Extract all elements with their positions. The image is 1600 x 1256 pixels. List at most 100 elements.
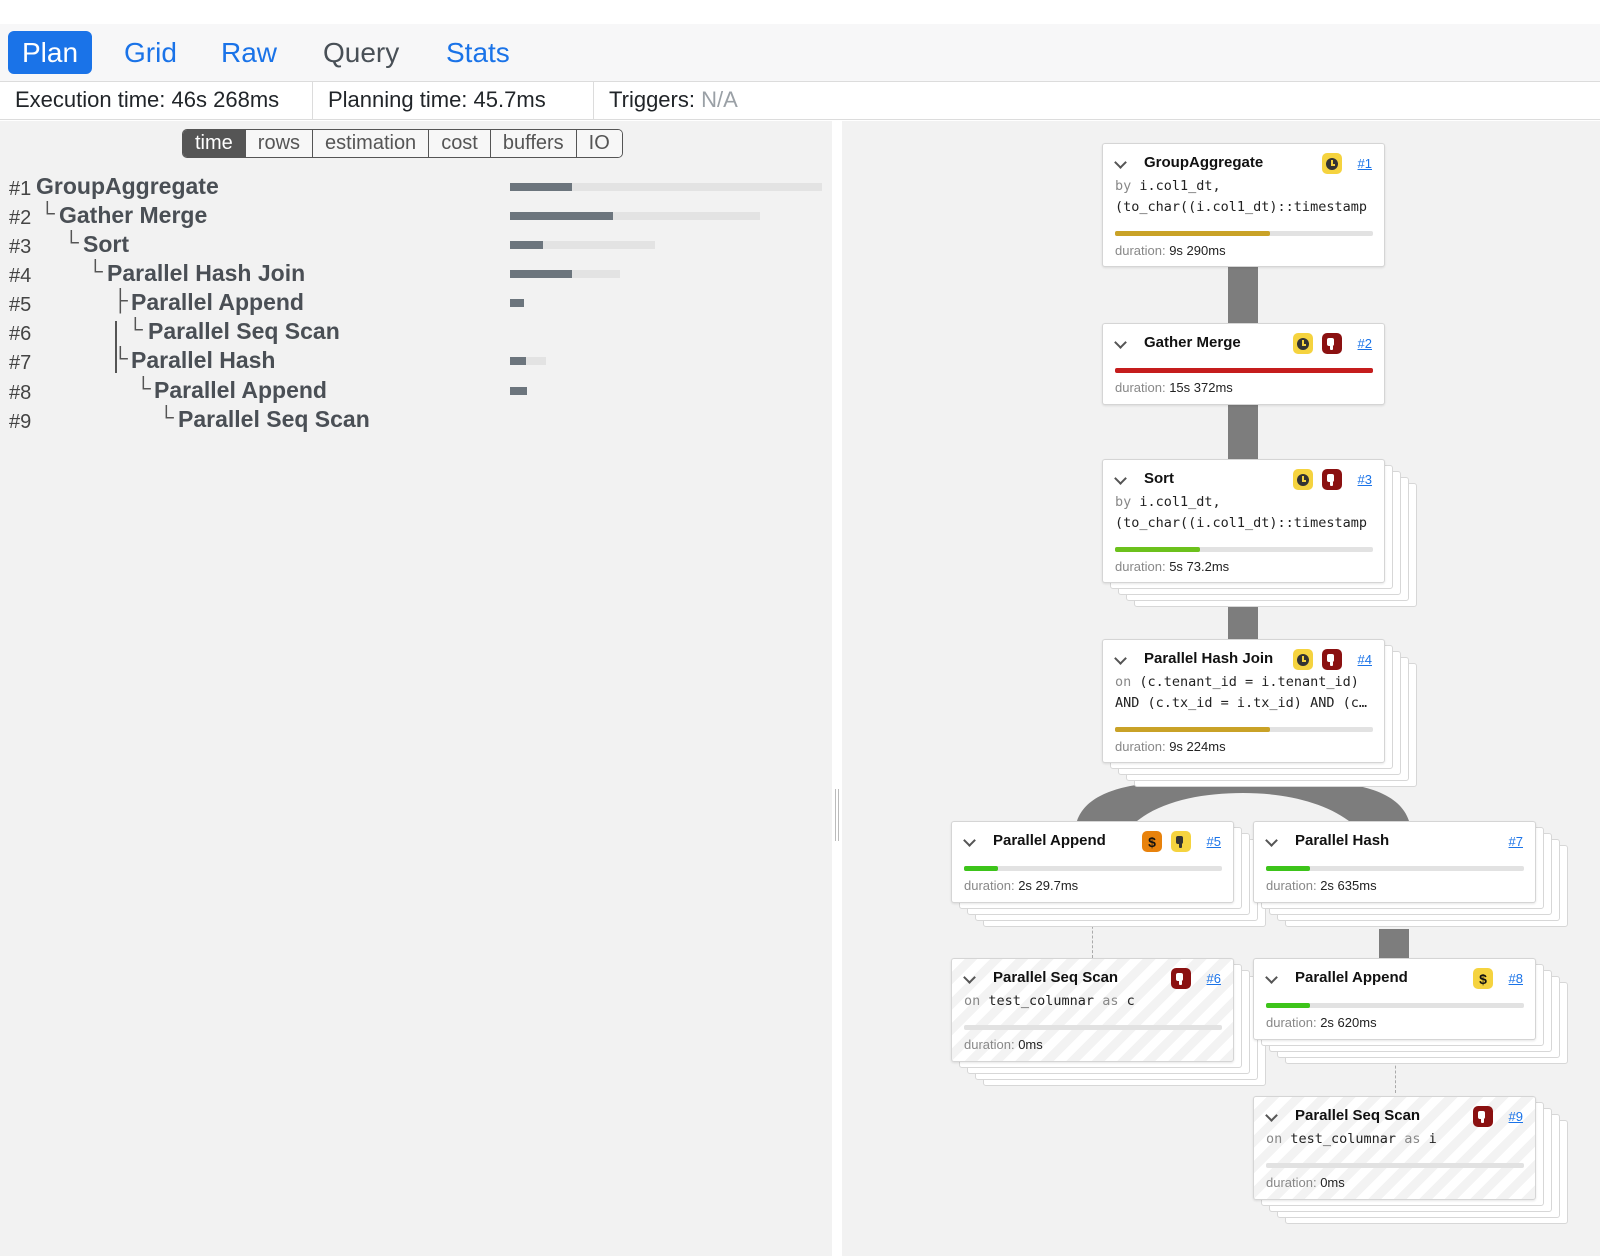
clock-glyph-icon bbox=[1297, 653, 1309, 666]
metric-cost[interactable]: cost bbox=[429, 130, 491, 157]
node-detail-keyword: by bbox=[1115, 494, 1140, 510]
node-id-link[interactable]: #2 bbox=[1357, 336, 1372, 351]
node-id-link[interactable]: #4 bbox=[1357, 652, 1372, 667]
plan-node-card[interactable]: Parallel Append #8 $ duration: 2s 620ms bbox=[1253, 958, 1536, 1040]
duration-bar bbox=[510, 241, 543, 249]
node-id-link[interactable]: #9 bbox=[1508, 1109, 1523, 1124]
execution-time-label: Execution time: bbox=[15, 87, 166, 112]
node-title: Parallel Hash Join bbox=[1144, 650, 1274, 667]
duration-bar bbox=[510, 183, 572, 191]
node-id-link[interactable]: #3 bbox=[1357, 472, 1372, 487]
tree-row[interactable]: #1 GroupAggregate bbox=[0, 173, 832, 202]
node-duration-value: 2s 635ms bbox=[1316, 878, 1377, 893]
node-detail-text: i bbox=[1428, 1131, 1437, 1147]
tree-row[interactable]: #8 └ Parallel Append bbox=[0, 377, 832, 406]
node-duration-label: duration: bbox=[1266, 878, 1317, 893]
pane-splitter[interactable] bbox=[832, 121, 842, 1256]
tree-connector-icon: └ bbox=[88, 260, 103, 283]
plan-edge bbox=[1228, 405, 1258, 459]
node-detail-line: on test_columnar as i bbox=[1266, 1131, 1524, 1147]
tree-row-name: Gather Merge bbox=[59, 202, 208, 228]
node-title: Parallel Seq Scan bbox=[1295, 1107, 1421, 1124]
chevron-down-icon[interactable] bbox=[1114, 156, 1127, 169]
triggers: Triggers: N/A bbox=[594, 82, 738, 119]
node-duration-track bbox=[1266, 866, 1524, 871]
node-detail-line: by i.col1_dt, bbox=[1115, 178, 1373, 194]
metric-io[interactable]: IO bbox=[576, 130, 622, 157]
plan-node-card[interactable]: Gather Merge #2 duration: 15s 372ms bbox=[1102, 323, 1385, 405]
node-title: Gather Merge bbox=[1144, 334, 1241, 351]
node-duration: duration: 9s 224ms bbox=[1115, 739, 1226, 754]
dollar-icon: $ bbox=[1473, 968, 1493, 989]
tree-row[interactable]: #6 └ Parallel Seq Scan bbox=[0, 318, 832, 347]
node-duration-bar bbox=[1115, 231, 1270, 236]
plan-node-card[interactable]: Parallel Hash Join #4 on (c.tenant_id = i.… bbox=[1102, 639, 1385, 763]
chevron-down-icon[interactable] bbox=[1114, 472, 1127, 485]
node-id-link[interactable]: #1 bbox=[1357, 156, 1372, 171]
plan-node-card[interactable]: Parallel Append #5 $ duration: 2s 29.7ms bbox=[951, 821, 1234, 903]
tree-row-number: #6 bbox=[9, 323, 32, 345]
node-id-link[interactable]: #5 bbox=[1206, 834, 1221, 849]
tree-row-name: Parallel Seq Scan bbox=[148, 318, 340, 344]
node-duration-bar bbox=[1115, 727, 1270, 732]
node-duration-track bbox=[1115, 231, 1373, 236]
duration-bar bbox=[510, 299, 524, 307]
tab-query[interactable]: Query bbox=[323, 37, 400, 68]
tree-row[interactable]: #4 └ Parallel Hash Join bbox=[0, 260, 832, 289]
node-detail-text: i.col1_dt, bbox=[1139, 494, 1221, 510]
planning-time-value: 45.7ms bbox=[473, 87, 546, 112]
thumbs-down-icon bbox=[1171, 831, 1191, 852]
chevron-down-icon[interactable] bbox=[1114, 652, 1127, 665]
node-title: Parallel Append bbox=[993, 832, 1106, 849]
thumb-glyph-icon bbox=[1326, 337, 1338, 350]
node-id-link[interactable]: #6 bbox=[1206, 971, 1221, 986]
tree-row[interactable]: #5 ├ Parallel Append bbox=[0, 289, 832, 318]
tab-plan[interactable]: Plan bbox=[8, 31, 93, 74]
metric-rows[interactable]: rows bbox=[245, 130, 314, 157]
node-detail-text: i.col1_dt, bbox=[1139, 178, 1221, 194]
node-id-link[interactable]: #8 bbox=[1508, 971, 1523, 986]
metric-estimation[interactable]: estimation bbox=[313, 130, 430, 157]
chevron-down-icon[interactable] bbox=[1265, 1109, 1278, 1122]
node-duration-value: 5s 73.2ms bbox=[1165, 559, 1230, 574]
tree-row[interactable]: #3 └ Sort bbox=[0, 231, 832, 260]
node-title: GroupAggregate bbox=[1144, 154, 1264, 171]
plan-graph-pane[interactable]: GroupAggregate #1 by i.col1_dt, (to_char((i… bbox=[842, 121, 1600, 1256]
clock-glyph-icon bbox=[1297, 337, 1309, 350]
chevron-down-icon[interactable] bbox=[963, 834, 976, 847]
tree-row[interactable]: #9 └ Parallel Seq Scan bbox=[0, 406, 832, 435]
dollar-icon: $ bbox=[1142, 831, 1162, 852]
triggers-label: Triggers: bbox=[609, 87, 695, 112]
node-duration-track bbox=[1115, 547, 1373, 552]
plan-node-card[interactable]: Parallel Hash #7 duration: 2s 635ms bbox=[1253, 821, 1536, 903]
node-title: Parallel Seq Scan bbox=[993, 969, 1119, 986]
plan-node-card[interactable]: Parallel Seq Scan #6 on test_columnar as c… bbox=[951, 958, 1234, 1062]
tab-raw[interactable]: Raw bbox=[221, 37, 278, 68]
splitter-grip-icon[interactable] bbox=[835, 789, 839, 841]
node-duration-bar bbox=[964, 866, 998, 871]
duration-bar bbox=[510, 212, 613, 220]
node-detail-text: (c.tenant_id = i.tenant_id) bbox=[1139, 674, 1359, 690]
tree-row[interactable]: #2 └ Gather Merge bbox=[0, 202, 832, 231]
tree-connector-icon: └ bbox=[136, 377, 151, 400]
tree-row[interactable]: #7 └ Parallel Hash bbox=[0, 347, 832, 376]
tree-row-number: #2 bbox=[9, 207, 32, 229]
tree-connector-icon: ├ bbox=[113, 289, 128, 312]
node-duration-label: duration: bbox=[1115, 559, 1166, 574]
plan-node-card[interactable]: GroupAggregate #1 by i.col1_dt, (to_char((i… bbox=[1102, 143, 1385, 267]
metric-buffers[interactable]: buffers bbox=[490, 130, 577, 157]
clock-glyph-icon bbox=[1326, 157, 1338, 170]
chevron-down-icon[interactable] bbox=[1265, 834, 1278, 847]
chevron-down-icon[interactable] bbox=[1114, 336, 1127, 349]
plan-node-card[interactable]: Parallel Seq Scan #9 on test_columnar as i… bbox=[1253, 1096, 1536, 1200]
node-id-link[interactable]: #7 bbox=[1508, 834, 1523, 849]
chevron-down-icon[interactable] bbox=[963, 971, 976, 984]
plan-node-card[interactable]: Sort #3 by i.col1_dt, (to_char((i.col1_dt):… bbox=[1102, 459, 1385, 583]
metric-time[interactable]: time bbox=[183, 130, 246, 157]
tree-row-number: #3 bbox=[9, 236, 32, 258]
node-detail-line: on test_columnar as c bbox=[964, 993, 1222, 1009]
chevron-down-icon[interactable] bbox=[1265, 971, 1278, 984]
tree-row-number: #8 bbox=[9, 382, 32, 404]
tab-grid[interactable]: Grid bbox=[124, 37, 177, 68]
tab-stats[interactable]: Stats bbox=[446, 37, 510, 68]
